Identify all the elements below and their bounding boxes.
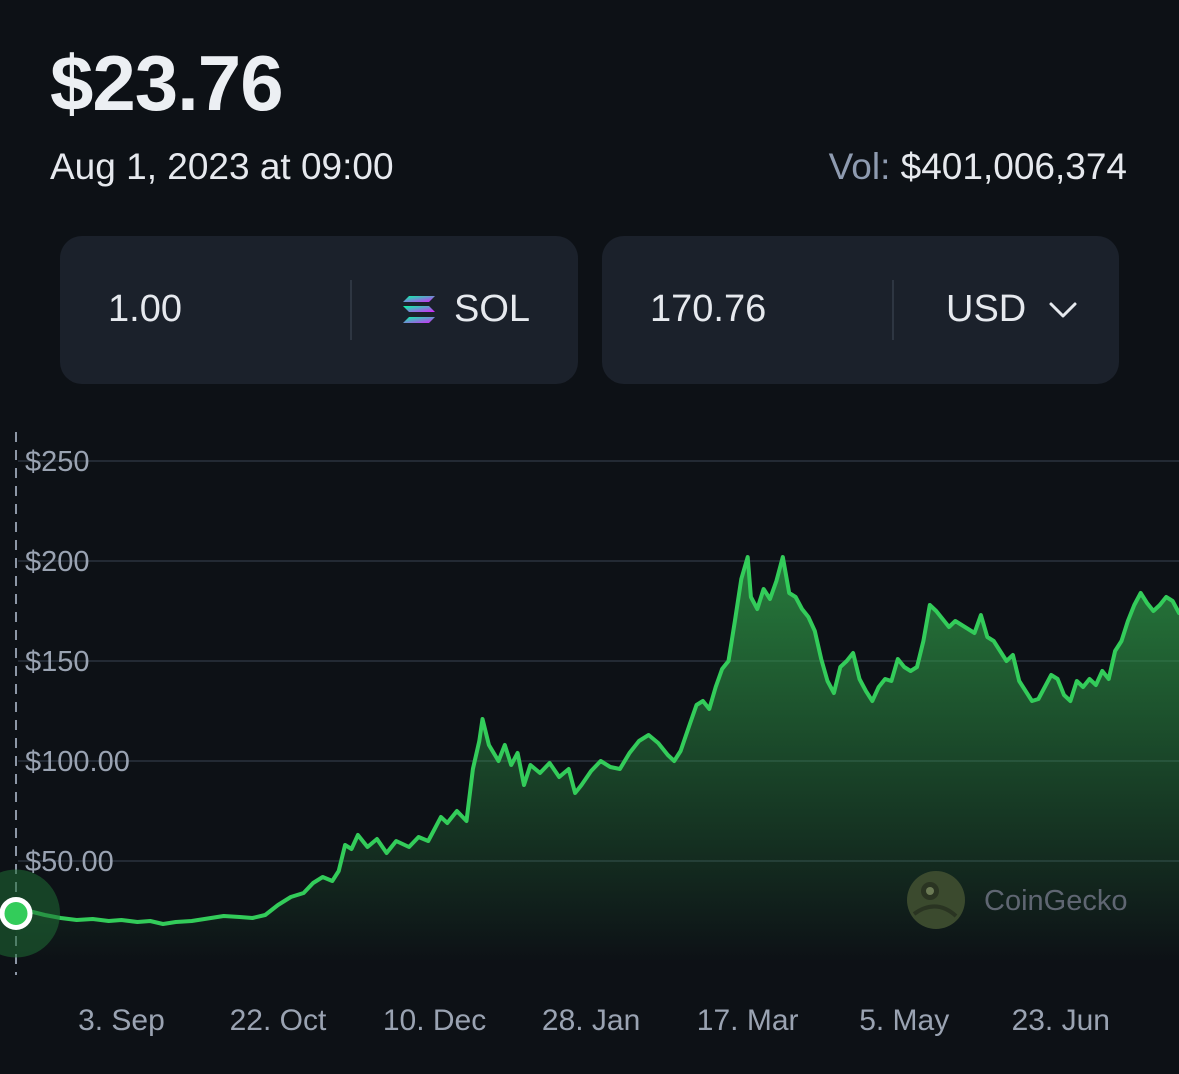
volume: Vol: $401,006,374 bbox=[829, 146, 1127, 188]
hover-marker-point[interactable] bbox=[0, 896, 33, 930]
x-tick-label: 28. Jan bbox=[542, 1004, 640, 1037]
to-amount-input[interactable]: 170.76 bbox=[650, 288, 767, 330]
price-chart[interactable]: $250 $200 $150 $100.00 $50.00 3. Sep 22. Oct 1… bbox=[0, 420, 1179, 1074]
x-tick-label: 5. May bbox=[859, 1004, 949, 1037]
from-currency-label: SOL bbox=[454, 288, 531, 330]
to-currency-dropdown[interactable]: USD bbox=[946, 288, 1078, 331]
price-value: $23.76 bbox=[50, 39, 284, 127]
y-tick-label: $250 bbox=[25, 446, 90, 478]
y-tick-label: $100.00 bbox=[25, 746, 130, 778]
from-currency-selector[interactable]: SOL bbox=[402, 288, 530, 331]
x-tick-label: 23. Jun bbox=[1012, 1004, 1110, 1037]
coingecko-brand-label: CoinGecko bbox=[984, 885, 1127, 917]
to-divider bbox=[892, 280, 894, 340]
to-currency-label: USD bbox=[946, 288, 1027, 330]
x-tick-label: 10. Dec bbox=[383, 1004, 486, 1037]
x-tick-label: 22. Oct bbox=[230, 1004, 327, 1037]
from-amount-input[interactable]: 1.00 bbox=[108, 288, 182, 330]
volume-value: $401,006,374 bbox=[900, 146, 1127, 187]
y-tick-label: $200 bbox=[25, 546, 90, 578]
coingecko-logo-icon bbox=[907, 871, 965, 929]
coingecko-watermark: CoinGecko bbox=[907, 871, 1127, 929]
from-divider bbox=[350, 280, 352, 340]
x-tick-label: 3. Sep bbox=[78, 1004, 165, 1037]
price-line bbox=[14, 555, 1179, 926]
x-tick-label: 17. Mar bbox=[697, 1004, 799, 1037]
chevron-down-icon bbox=[1049, 302, 1077, 317]
volume-label: Vol: bbox=[828, 146, 891, 187]
price-date: Aug 1, 2023 at 09:00 bbox=[50, 146, 394, 187]
to-converter-card: 170.76 USD bbox=[602, 236, 1119, 384]
solana-icon bbox=[403, 295, 435, 323]
y-tick-label: $50.00 bbox=[25, 846, 114, 878]
y-tick-label: $150 bbox=[25, 646, 90, 678]
price-area-fill bbox=[16, 557, 1179, 961]
from-converter-card: 1.00 SOL bbox=[60, 236, 578, 384]
